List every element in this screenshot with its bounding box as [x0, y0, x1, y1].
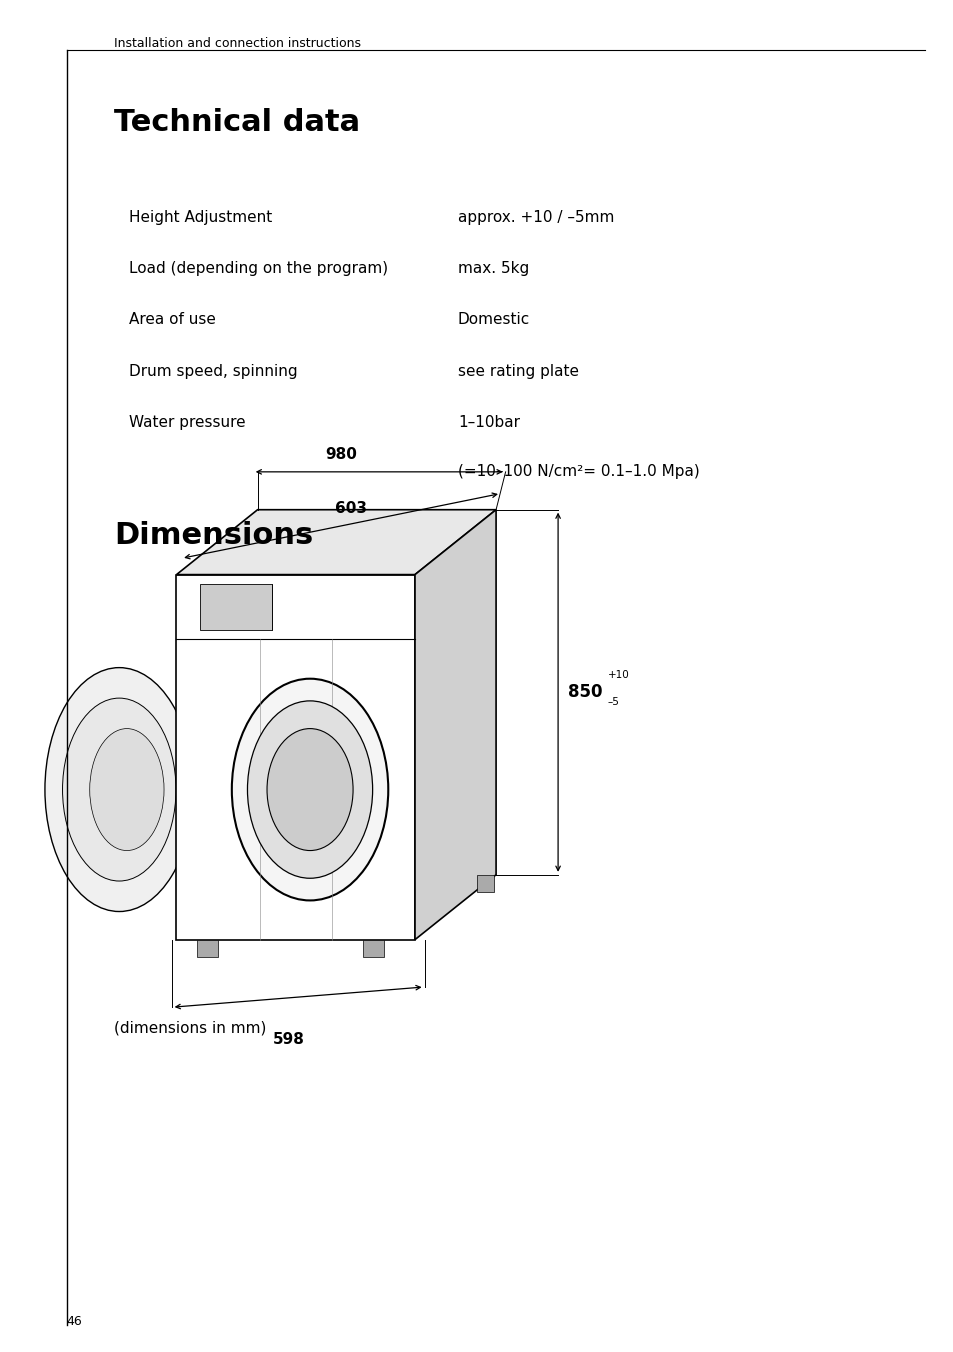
Ellipse shape [90, 729, 164, 850]
Text: see rating plate: see rating plate [457, 364, 578, 379]
Circle shape [247, 700, 373, 879]
Text: 598: 598 [273, 1032, 304, 1046]
Text: 980: 980 [325, 448, 356, 462]
Text: (dimensions in mm): (dimensions in mm) [114, 1021, 267, 1036]
Text: Height Adjustment: Height Adjustment [129, 210, 272, 224]
Text: (=10–100 N/cm²= 0.1–1.0 Mpa): (=10–100 N/cm²= 0.1–1.0 Mpa) [457, 464, 699, 479]
Text: Water pressure: Water pressure [129, 415, 245, 430]
Text: 1–10bar: 1–10bar [457, 415, 519, 430]
Text: Domestic: Domestic [457, 312, 530, 327]
Text: Area of use: Area of use [129, 312, 215, 327]
Text: +10: +10 [607, 669, 629, 680]
Polygon shape [176, 510, 496, 575]
Circle shape [267, 729, 353, 850]
Bar [362, 940, 383, 957]
Text: –5: –5 [607, 696, 618, 707]
Text: 603: 603 [335, 502, 366, 516]
Text: 850: 850 [567, 683, 601, 702]
Bar [200, 584, 272, 630]
Ellipse shape [63, 698, 175, 882]
Text: 46: 46 [67, 1314, 83, 1328]
Text: Dimensions: Dimensions [114, 521, 314, 549]
Text: Drum speed, spinning: Drum speed, spinning [129, 364, 297, 379]
Text: approx. +10 / –5mm: approx. +10 / –5mm [457, 210, 614, 224]
Polygon shape [176, 575, 415, 940]
Text: max. 5kg: max. 5kg [457, 261, 529, 276]
Polygon shape [415, 510, 496, 940]
Text: Installation and connection instructions: Installation and connection instructions [114, 37, 361, 50]
Circle shape [232, 679, 388, 900]
Bar [476, 875, 494, 892]
Text: Technical data: Technical data [114, 108, 360, 137]
Bar [197, 940, 218, 957]
Ellipse shape [45, 668, 193, 911]
Text: Load (depending on the program): Load (depending on the program) [129, 261, 388, 276]
